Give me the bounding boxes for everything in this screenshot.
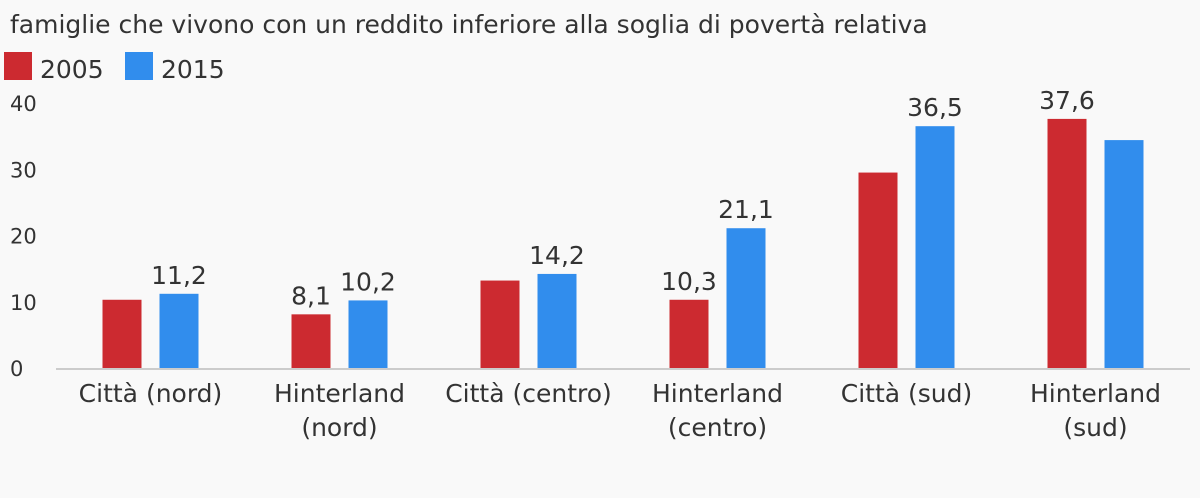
y-tick-label: 30	[10, 158, 37, 182]
x-category-label: Città (nord)	[79, 379, 223, 408]
x-category-label: Hinterland	[652, 379, 783, 408]
data-labels: 11,2 8,1 10,2 14,2 10,3 21,1 36,5 37,6	[151, 86, 1095, 310]
data-label-2015-0: 11,2	[151, 261, 207, 290]
legend-swatch-2015	[125, 52, 153, 80]
bar-2015-3	[726, 228, 766, 368]
data-label-2015-3: 21,1	[718, 195, 774, 224]
data-label-2015-4: 36,5	[907, 93, 963, 122]
x-axis: Città (nord) Hinterland (nord) Città (centr…	[56, 368, 1190, 442]
bar-2005-5	[1047, 118, 1087, 369]
y-tick-label: 40	[10, 92, 37, 116]
y-tick-label: 0	[10, 357, 23, 381]
x-category-label: Città (sud)	[841, 379, 973, 408]
bar-2005-0	[102, 299, 142, 368]
x-category-label: Città (centro)	[445, 379, 612, 408]
bar-2005-4	[858, 172, 898, 368]
y-tick-label: 10	[10, 291, 37, 315]
legend: 2005 2015	[4, 52, 225, 84]
x-category-label: (nord)	[301, 413, 377, 442]
y-tick-label: 20	[10, 225, 37, 249]
data-label-2015-1: 10,2	[340, 267, 396, 296]
legend-swatch-2005	[4, 52, 32, 80]
x-category-label: Hinterland	[1030, 379, 1161, 408]
bar-2015-5	[1104, 140, 1144, 368]
x-category-label: (centro)	[668, 413, 767, 442]
chart-title: famiglie che vivono con un reddito infer…	[10, 10, 928, 39]
y-axis: 0 10 20 30 40	[10, 92, 37, 381]
bar-2015-4	[915, 126, 955, 368]
bar-2015-0	[159, 293, 199, 368]
bar-2015-1	[348, 300, 388, 368]
bar-2015-2	[537, 273, 577, 368]
legend-label-2005: 2005	[40, 55, 104, 84]
legend-label-2015: 2015	[161, 55, 225, 84]
data-label-2015-2: 14,2	[529, 241, 585, 270]
bars	[102, 118, 1144, 369]
data-label-2005-3: 10,3	[661, 267, 717, 296]
bar-2005-2	[480, 280, 520, 368]
data-label-2005-5: 37,6	[1039, 86, 1095, 115]
data-label-2005-1: 8,1	[291, 281, 331, 310]
bar-2005-3	[669, 299, 709, 368]
bar-2005-1	[291, 314, 331, 368]
x-category-label: Hinterland	[274, 379, 405, 408]
x-category-label: (sud)	[1063, 413, 1127, 442]
